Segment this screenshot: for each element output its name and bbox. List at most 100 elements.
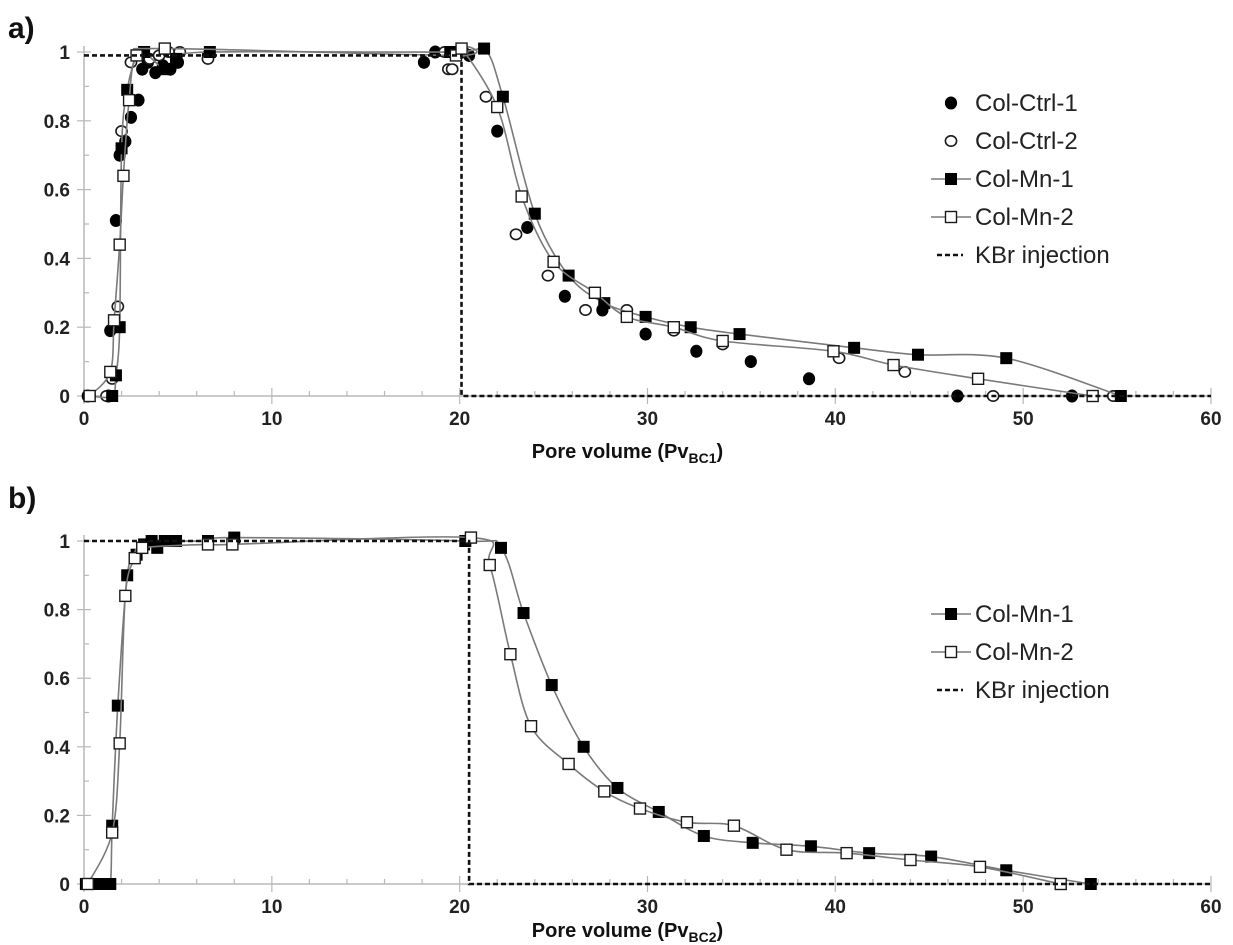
data-point [744, 355, 757, 369]
data-point [697, 829, 710, 842]
x-tick-label: 20 [449, 897, 470, 918]
data-point [83, 389, 96, 403]
series-col-mn-1 [79, 531, 1097, 890]
data-point [107, 314, 121, 327]
data-point [111, 699, 124, 712]
data-point [517, 607, 530, 620]
data-point [925, 850, 938, 863]
y-tick-label: 0.6 [44, 669, 70, 690]
series-col-mn-2 [83, 42, 1099, 403]
data-point [509, 228, 523, 241]
data-point [588, 286, 602, 299]
data-point [417, 55, 431, 69]
data-point [611, 781, 624, 794]
data-point [478, 42, 491, 55]
data-point [521, 220, 534, 234]
y-tick-label: 1 [59, 532, 70, 553]
data-point [911, 348, 924, 361]
data-point [690, 344, 703, 358]
legend-swatch [944, 645, 958, 659]
data-point [652, 805, 665, 818]
data-point [848, 341, 861, 354]
y-tick-label: 0.6 [44, 181, 70, 202]
data-point [113, 737, 126, 750]
data-point [115, 142, 128, 155]
data-point [158, 42, 171, 55]
x-tick-label: 40 [825, 897, 846, 918]
data-point [541, 269, 555, 282]
data-point [598, 785, 611, 798]
data-point [496, 90, 509, 103]
legend-item: Col-Mn-2 [931, 204, 1074, 231]
y-tick-label: 0.8 [44, 112, 70, 133]
data-point [904, 853, 917, 867]
series-kbr-injection [84, 539, 1211, 886]
legend-swatch [945, 173, 957, 185]
legend: Col-Ctrl-1 Col-Ctrl-2 Col-Mn-1 Col-Mn-2 KBr … [931, 90, 1110, 269]
data-point [491, 100, 504, 114]
x-tick-label: 50 [1013, 409, 1034, 430]
data-point [104, 365, 117, 379]
data-point [170, 52, 183, 65]
data-point [524, 720, 538, 733]
data-point [680, 816, 694, 829]
y-tick-label: 0 [59, 875, 70, 896]
data-point [727, 819, 741, 832]
data-point [81, 877, 94, 891]
data-point [483, 558, 496, 572]
x-tick-label: 0 [79, 897, 90, 918]
data-point [598, 297, 611, 310]
legend-item: KBr injection [937, 242, 1110, 269]
data-point [620, 310, 634, 324]
legend-label: Col-Ctrl-2 [975, 128, 1078, 155]
data-point [445, 63, 459, 76]
data-point [804, 840, 817, 853]
data-point [887, 358, 900, 372]
data-point [528, 207, 541, 220]
data-point [545, 679, 558, 692]
data-point [716, 334, 729, 348]
legend-item: Col-Mn-1 [931, 166, 1074, 193]
data-point [504, 647, 517, 661]
y-tick-label: 0.2 [44, 806, 70, 827]
data-point [840, 846, 853, 860]
fit-line [88, 45, 1093, 397]
data-point [667, 321, 680, 334]
data-point [119, 589, 132, 603]
data-point [827, 345, 840, 358]
x-tick-label: 40 [825, 409, 846, 430]
data-point [1000, 864, 1013, 877]
x-tick-label: 10 [261, 409, 282, 430]
legend-label: KBr injection [975, 677, 1110, 704]
fit-line [87, 536, 1061, 885]
x-axis-title: Pore volume (PvBC1) [532, 441, 723, 466]
x-tick-label: 60 [1200, 897, 1221, 918]
x-tick-label: 30 [637, 897, 658, 918]
fit-line [85, 536, 1091, 889]
data-point [562, 757, 575, 771]
x-tick-label: 30 [637, 409, 658, 430]
y-tick-label: 0.8 [44, 601, 70, 622]
data-point [973, 860, 987, 874]
data-point [122, 93, 136, 107]
data-point [226, 538, 239, 551]
data-point [117, 169, 130, 183]
legend-label: Col-Mn-1 [975, 601, 1074, 628]
data-point [971, 372, 985, 385]
data-point [128, 551, 141, 565]
data-point [780, 843, 793, 856]
legend-label: Col-Mn-1 [975, 166, 1074, 193]
data-point [863, 847, 876, 860]
data-point [479, 90, 493, 103]
legend-swatch [944, 135, 958, 148]
data-point [111, 300, 125, 313]
data-point [1000, 352, 1013, 365]
fit-line [89, 45, 1122, 399]
legend-label: Col-Mn-2 [975, 204, 1074, 231]
x-tick-label: 10 [261, 897, 282, 918]
data-point [203, 46, 216, 58]
data-point [113, 238, 126, 251]
